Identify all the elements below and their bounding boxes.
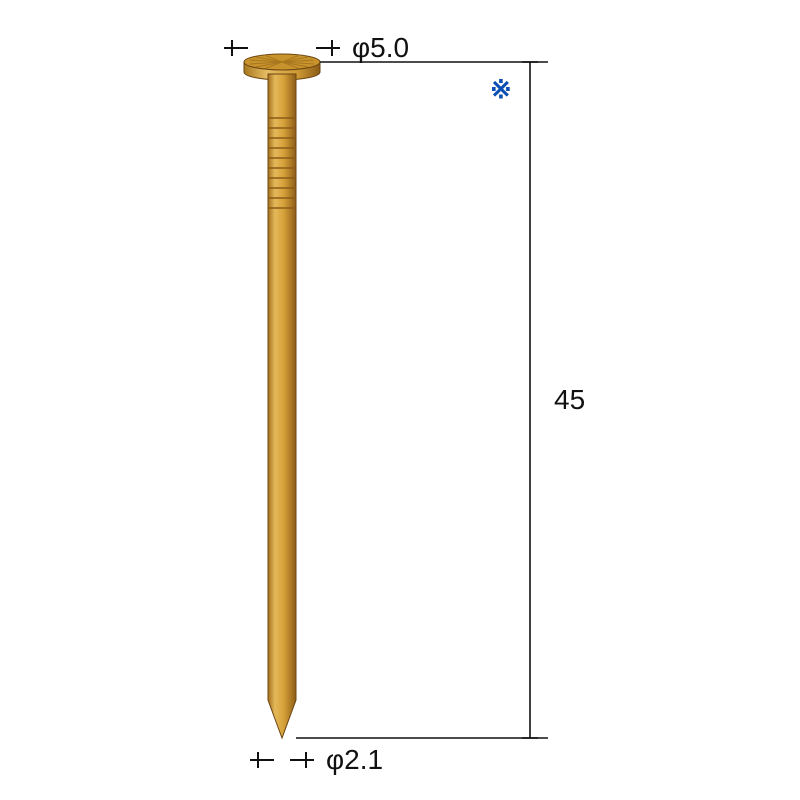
shank-diameter-label: φ2.1 bbox=[326, 744, 383, 776]
nail-dimension-drawing bbox=[0, 0, 800, 800]
shank-diameter-dimension bbox=[250, 752, 314, 768]
note-symbol: ※ bbox=[490, 74, 512, 105]
nail-shank bbox=[268, 74, 296, 738]
length-label: 45 bbox=[554, 384, 585, 416]
technical-diagram: φ5.0 ※ 45 φ2.1 bbox=[0, 0, 800, 800]
length-dimension bbox=[296, 62, 548, 738]
head-diameter-label: φ5.0 bbox=[352, 32, 409, 64]
